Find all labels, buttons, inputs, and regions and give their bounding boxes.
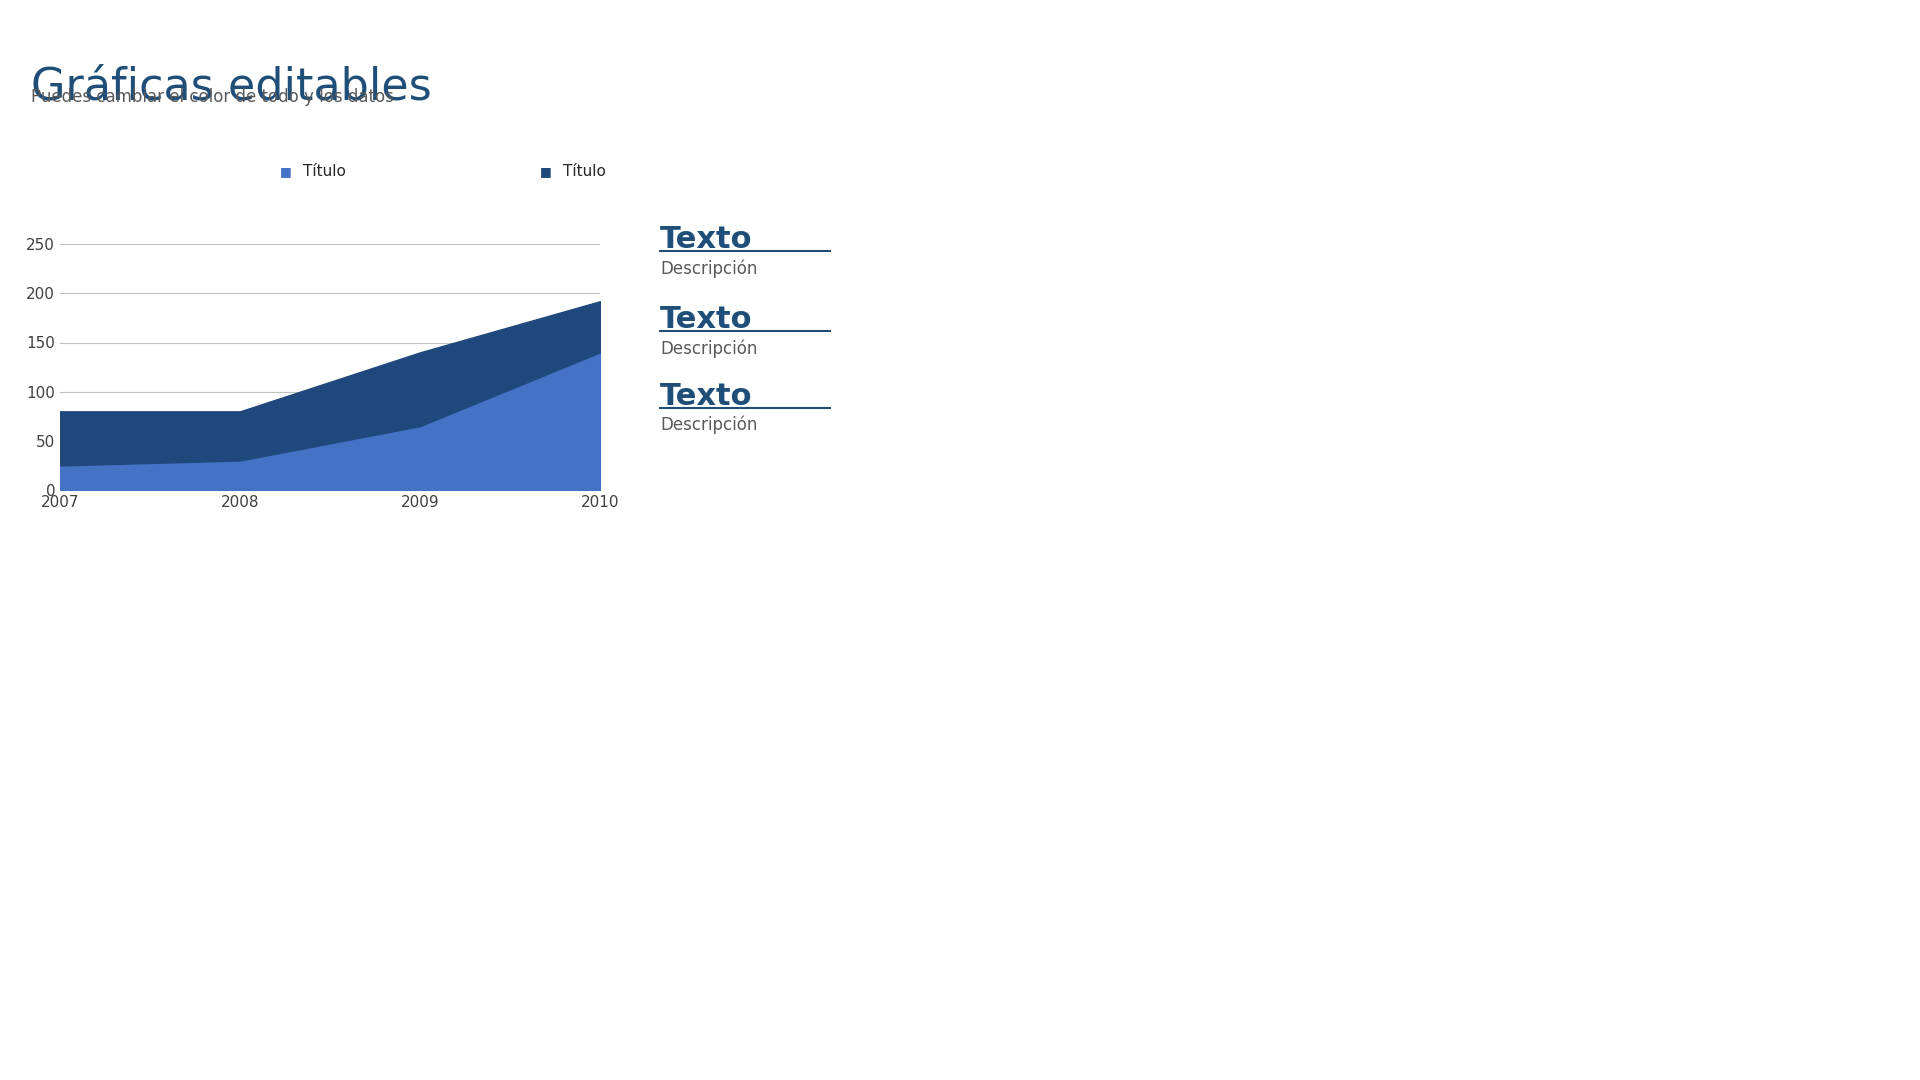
Text: Descripción: Descripción bbox=[660, 259, 756, 278]
Text: Título: Título bbox=[303, 164, 346, 179]
Text: Gráficas editables: Gráficas editables bbox=[31, 65, 432, 108]
Text: ■: ■ bbox=[540, 165, 551, 178]
Text: Texto: Texto bbox=[660, 305, 753, 334]
Text: ■: ■ bbox=[280, 165, 292, 178]
Text: Puedes cambiar el color de todo y los datos: Puedes cambiar el color de todo y los da… bbox=[31, 87, 394, 106]
Text: Descripción: Descripción bbox=[660, 339, 756, 357]
Text: Descripción: Descripción bbox=[660, 416, 756, 434]
Text: Título: Título bbox=[563, 164, 607, 179]
Text: Texto: Texto bbox=[660, 382, 753, 411]
Text: Texto: Texto bbox=[660, 225, 753, 254]
